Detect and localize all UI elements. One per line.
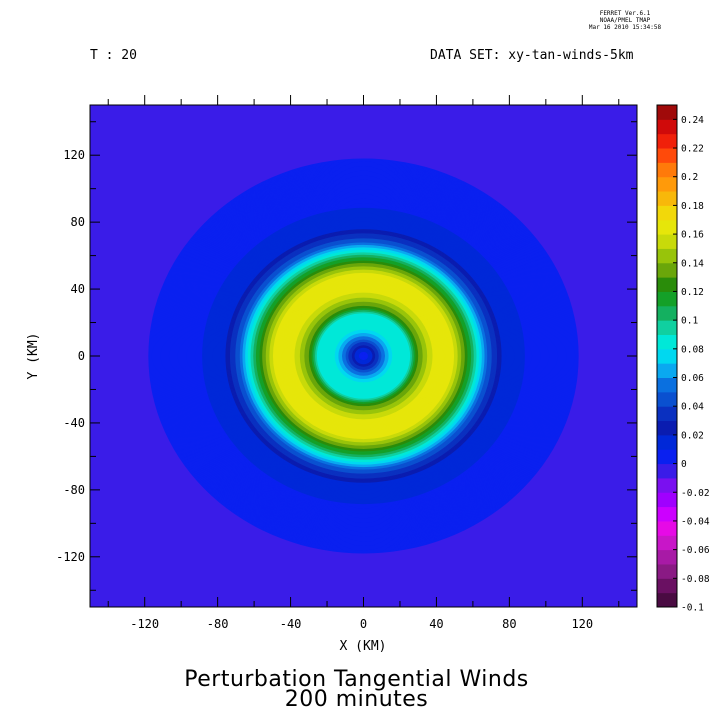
colorbar-swatch (657, 363, 677, 379)
colorbar-label: 0.02 (681, 430, 704, 441)
colorbar-label: 0.08 (681, 344, 704, 355)
colorbar-swatch (657, 234, 677, 249)
colorbar-swatch (657, 592, 677, 608)
colorbar-swatch (657, 148, 677, 163)
colorbar-swatch (657, 434, 677, 450)
y-tick-label: -40 (63, 416, 85, 430)
colorbar-label: 0.2 (681, 172, 698, 183)
colorbar-swatch (657, 492, 677, 508)
x-axis-label: X (KM) (340, 639, 387, 654)
colorbar-label: 0.16 (681, 230, 704, 241)
colorbar-swatch (657, 377, 677, 393)
colorbar-label: -0.02 (681, 488, 710, 499)
colorbar-label: 0.12 (681, 287, 704, 298)
colorbar-swatch (657, 248, 677, 264)
colorbar-swatch (657, 420, 677, 436)
colorbar-swatch (657, 406, 677, 422)
colorbar-swatch (657, 477, 677, 493)
y-axis-label: Y (KM) (26, 333, 41, 380)
colorbar-swatch (657, 578, 677, 594)
chart-title: Perturbation Tangential Winds 200 minute… (0, 667, 713, 712)
y-tick-label: 0 (78, 349, 85, 363)
colorbar-label: 0.18 (681, 201, 704, 212)
colorbar-swatch (657, 520, 677, 536)
colorbar-swatch (657, 105, 677, 120)
contour-field (90, 105, 637, 607)
colorbar-label: 0.06 (681, 373, 704, 384)
x-tick-label: -120 (130, 617, 159, 631)
dataset-label: DATA SET: xy-tan-winds-5km (430, 48, 634, 63)
time-label: T : 20 (90, 48, 137, 63)
colorbar-label: 0.04 (681, 402, 704, 413)
y-tick-label: -120 (56, 550, 85, 564)
y-tick-label: 120 (63, 148, 85, 162)
x-tick-label: 40 (429, 617, 443, 631)
colorbar-swatch (657, 291, 677, 307)
colorbar-swatch (657, 277, 677, 292)
colorbar-label: -0.1 (681, 603, 704, 614)
colorbar-swatch (657, 305, 677, 321)
colorbar-label: 0.24 (681, 115, 704, 126)
x-tick-label: 120 (571, 617, 593, 631)
colorbar-label: 0 (681, 459, 687, 470)
colorbar-label: 0.22 (681, 144, 704, 155)
colorbar-label: -0.08 (681, 574, 710, 585)
y-tick-label: 40 (71, 282, 85, 296)
colorbar-swatch (657, 449, 677, 465)
colorbar-swatch (657, 176, 677, 192)
title-line-1: Perturbation Tangential Winds (184, 667, 529, 692)
colorbar-swatch (657, 133, 677, 149)
colorbar-swatch (657, 506, 677, 522)
colorbar-swatch (657, 320, 677, 335)
colorbar-border (656, 104, 678, 608)
colorbar-swatch (657, 549, 677, 565)
ferret-stamp: FERRET Ver.6.1 NOAA/PMEL TMAP Mar 16 201… (585, 10, 665, 31)
stamp-line-1: FERRET Ver.6.1 (599, 10, 651, 17)
colorbar-swatch (657, 348, 677, 364)
colorbar-swatch (657, 162, 677, 178)
colorbar-swatch (657, 535, 677, 551)
contour-band (362, 355, 365, 357)
x-axis: -120 -80 -40 0 40 80 120 (107, 95, 620, 631)
y-tick-label: 80 (71, 215, 85, 229)
y-tick-label: -80 (63, 483, 85, 497)
colorbar-swatch (657, 205, 677, 221)
title-line-2: 200 minutes (284, 687, 429, 712)
colorbar-swatch (657, 262, 677, 278)
stamp-line-3: Mar 16 2010 15:34:58 (588, 24, 662, 31)
colorbar: 0.24 0.22 0.2 0.18 0.16 0.14 0.12 0.1 0.08 0.06 0.… (656, 104, 710, 614)
colorbar-label: 0.1 (681, 316, 698, 327)
colorbar-label: -0.04 (681, 516, 710, 527)
colorbar-label: -0.06 (681, 545, 710, 556)
colorbar-swatch (657, 463, 677, 479)
stamp-line-2: NOAA/PMEL TMAP (599, 17, 651, 24)
colorbar-swatch (657, 563, 677, 579)
colorbar-label: 0.14 (681, 258, 704, 269)
y-axis: 120 80 40 0 -40 -80 -120 (56, 121, 637, 591)
colorbar-swatch (657, 191, 677, 206)
x-tick-label: -40 (280, 617, 302, 631)
colorbar-swatch (657, 391, 677, 407)
x-tick-label: 0 (360, 617, 367, 631)
colorbar-swatch (657, 334, 677, 350)
colorbar-swatch (657, 219, 677, 235)
colorbar-swatch (657, 119, 677, 135)
x-tick-label: -80 (207, 617, 229, 631)
x-tick-label: 80 (502, 617, 516, 631)
